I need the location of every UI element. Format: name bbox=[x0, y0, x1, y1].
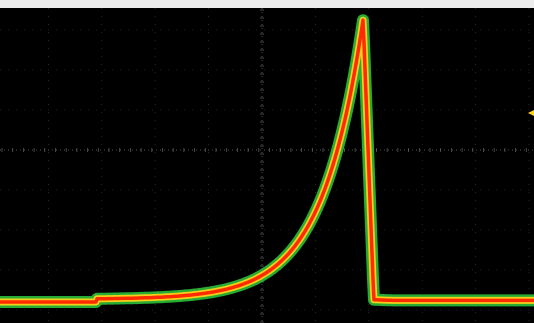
graticule-grid bbox=[0, 8, 534, 323]
signal-trace bbox=[0, 14, 534, 308]
window-top-strip bbox=[0, 0, 534, 8]
trace-core-band bbox=[0, 18, 534, 304]
trigger-level-marker bbox=[528, 110, 534, 116]
trace-outer-band bbox=[0, 14, 534, 308]
trace-mid-band bbox=[0, 16, 534, 306]
